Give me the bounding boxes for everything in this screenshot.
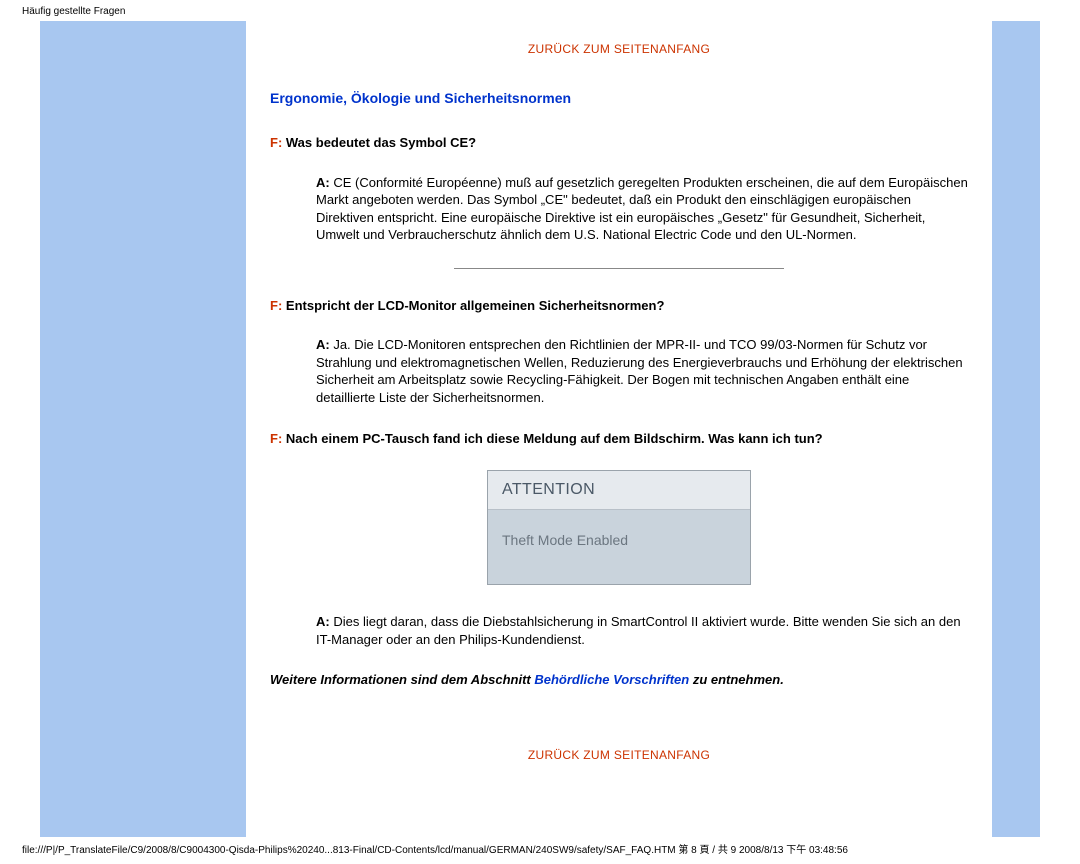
attention-title: ATTENTION	[488, 471, 750, 510]
question-prefix: F:	[270, 298, 282, 313]
question-text: Entspricht der LCD-Monitor allgemeinen S…	[282, 298, 664, 313]
question: F: Nach einem PC-Tausch fand ich diese M…	[270, 430, 968, 448]
back-to-top-link[interactable]: ZURÜCK ZUM SEITENANFANG	[528, 42, 710, 56]
bottom-link-container: ZURÜCK ZUM SEITENANFANG	[270, 747, 968, 762]
question-text: Nach einem PC-Tausch fand ich diese Meld…	[282, 431, 822, 446]
back-to-top-link[interactable]: ZURÜCK ZUM SEITENANFANG	[528, 748, 710, 762]
more-info: Weitere Informationen sind dem Abschnitt…	[270, 672, 968, 687]
answer: A: Dies liegt daran, dass die Diebstahls…	[316, 613, 968, 648]
answer-prefix: A:	[316, 175, 330, 190]
qa-block: F: Nach einem PC-Tausch fand ich diese M…	[270, 430, 968, 648]
answer-text: Ja. Die LCD-Monitoren entsprechen den Ri…	[316, 337, 963, 405]
answer: A: Ja. Die LCD-Monitoren entsprechen den…	[316, 336, 968, 406]
question-prefix: F:	[270, 431, 282, 446]
question: F: Entspricht der LCD-Monitor allgemeine…	[270, 297, 968, 315]
attention-body: Theft Mode Enabled	[488, 510, 750, 584]
question-text: Was bedeutet das Symbol CE?	[282, 135, 476, 150]
page-header: Häufig gestellte Fragen	[0, 0, 1080, 21]
stripe-left-outer	[40, 21, 50, 837]
more-info-pre: Weitere Informationen sind dem Abschnitt	[270, 672, 534, 687]
question-prefix: F:	[270, 135, 282, 150]
content-frame: ZURÜCK ZUM SEITENANFANG Ergonomie, Ökolo…	[22, 21, 1058, 837]
content-area: ZURÜCK ZUM SEITENANFANG Ergonomie, Ökolo…	[270, 21, 968, 837]
stripe-right-outer	[1030, 21, 1040, 837]
stripe-left-inner	[50, 21, 246, 837]
answer-prefix: A:	[316, 614, 330, 629]
answer-text: CE (Conformité Européenne) muß auf geset…	[316, 175, 968, 243]
answer: A: CE (Conformité Européenne) muß auf ge…	[316, 174, 968, 244]
more-info-post: zu entnehmen.	[689, 672, 784, 687]
qa-block: F: Entspricht der LCD-Monitor allgemeine…	[270, 297, 968, 407]
answer-text: Dies liegt daran, dass die Diebstahlsich…	[316, 614, 961, 647]
footer-path: file:///P|/P_TranslateFile/C9/2008/8/C90…	[0, 837, 1080, 864]
section-title: Ergonomie, Ökologie und Sicherheitsnorme…	[270, 90, 968, 106]
stripe-right-inner	[992, 21, 1030, 837]
question: F: Was bedeutet das Symbol CE?	[270, 134, 968, 152]
attention-box: ATTENTION Theft Mode Enabled	[487, 470, 751, 585]
qa-block: F: Was bedeutet das Symbol CE? A: CE (Co…	[270, 134, 968, 244]
more-info-link[interactable]: Behördliche Vorschriften	[534, 672, 689, 687]
top-link-container: ZURÜCK ZUM SEITENANFANG	[270, 41, 968, 56]
answer-prefix: A:	[316, 337, 330, 352]
divider	[454, 268, 784, 269]
